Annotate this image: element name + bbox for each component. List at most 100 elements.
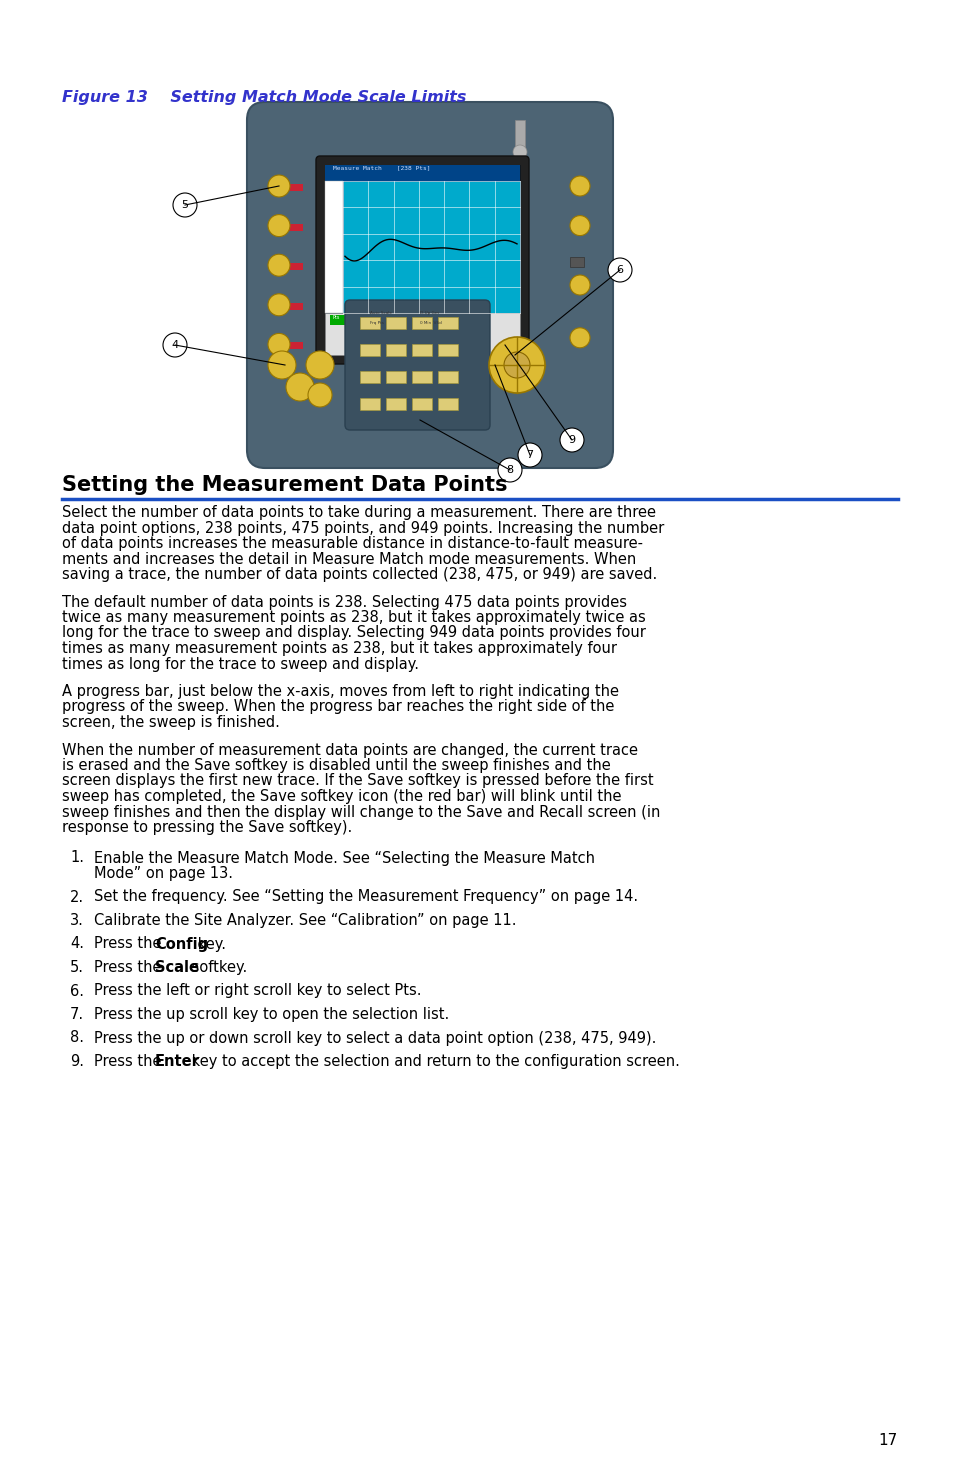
Text: screen, the sweep is finished.: screen, the sweep is finished. <box>62 715 279 730</box>
Text: saving a trace, the number of data points collected (238, 475, or 949) are saved: saving a trace, the number of data point… <box>62 566 657 583</box>
Circle shape <box>268 176 290 198</box>
Circle shape <box>268 254 290 276</box>
Bar <box>437 344 457 355</box>
Text: ments and increases the detail in Measure Match mode measurements. When: ments and increases the detail in Measur… <box>62 552 636 566</box>
Text: data point options, 238 points, 475 points, and 949 points. Increasing the numbe: data point options, 238 points, 475 poin… <box>62 521 663 535</box>
Bar <box>330 316 359 324</box>
Text: progress of the sweep. When the progress bar reaches the right side of the: progress of the sweep. When the progress… <box>62 699 614 714</box>
Bar <box>287 263 303 270</box>
Bar <box>359 372 379 384</box>
Text: 8: 8 <box>506 465 513 475</box>
Text: 5.: 5. <box>70 960 84 975</box>
Text: Calibrate the Site Analyzer. See “Calibration” on page 11.: Calibrate the Site Analyzer. See “Calibr… <box>94 913 516 928</box>
Bar <box>359 317 379 329</box>
Bar <box>343 181 519 313</box>
FancyBboxPatch shape <box>247 102 613 468</box>
Bar <box>325 165 519 355</box>
Bar <box>412 317 432 329</box>
Circle shape <box>513 145 526 159</box>
Text: sweep has completed, the Save softkey icon (the red bar) will blink until the: sweep has completed, the Save softkey ic… <box>62 789 620 804</box>
Bar <box>287 184 303 190</box>
Text: Set the frequency. See “Setting the Measurement Frequency” on page 14.: Set the frequency. See “Setting the Meas… <box>94 889 638 904</box>
FancyBboxPatch shape <box>315 156 529 364</box>
Circle shape <box>559 428 583 451</box>
Bar <box>437 317 457 329</box>
Circle shape <box>607 258 631 282</box>
Circle shape <box>308 384 332 407</box>
Circle shape <box>286 373 314 401</box>
Text: Measure Match    [238 Pts]: Measure Match [238 Pts] <box>333 165 430 170</box>
Text: Pts: Pts <box>333 316 340 320</box>
Text: 4: 4 <box>172 341 178 350</box>
FancyBboxPatch shape <box>345 299 490 431</box>
Text: 8.: 8. <box>70 1031 84 1046</box>
Text: The default number of data points is 238. Selecting 475 data points provides: The default number of data points is 238… <box>62 594 626 609</box>
Text: Press the: Press the <box>94 937 166 951</box>
Circle shape <box>268 294 290 316</box>
Bar <box>386 344 406 355</box>
Circle shape <box>569 274 589 295</box>
Circle shape <box>497 459 521 482</box>
Text: Mode” on page 13.: Mode” on page 13. <box>94 866 233 881</box>
Circle shape <box>569 327 589 348</box>
Text: 17: 17 <box>878 1434 897 1448</box>
Bar <box>287 302 303 310</box>
Text: of data points increases the measurable distance in distance-to-fault measure-: of data points increases the measurable … <box>62 535 642 552</box>
Bar <box>287 224 303 230</box>
Bar <box>515 119 524 150</box>
Text: 7: 7 <box>526 450 533 460</box>
Text: 0 Min  VSd: 0 Min VSd <box>419 322 441 324</box>
Circle shape <box>569 176 589 196</box>
Bar <box>325 313 519 355</box>
Text: Enable the Measure Match Mode. See “Selecting the Measure Match: Enable the Measure Match Mode. See “Sele… <box>94 851 595 866</box>
Text: Figure 13    Setting Match Mode Scale Limits: Figure 13 Setting Match Mode Scale Limit… <box>62 90 466 105</box>
Text: Auto Scale: Auto Scale <box>370 311 392 316</box>
Text: screen displays the first new trace. If the Save softkey is pressed before the f: screen displays the first new trace. If … <box>62 773 653 789</box>
Text: is erased and the Save softkey is disabled until the sweep finishes and the: is erased and the Save softkey is disabl… <box>62 758 610 773</box>
Text: Setting the Measurement Data Points: Setting the Measurement Data Points <box>62 475 507 496</box>
Text: Config: Config <box>154 937 208 951</box>
Circle shape <box>268 214 290 236</box>
Circle shape <box>268 351 295 379</box>
Bar <box>437 372 457 384</box>
Text: D-Up Grn: D-Up Grn <box>419 311 438 316</box>
Text: Press the up scroll key to open the selection list.: Press the up scroll key to open the sele… <box>94 1007 449 1022</box>
Text: 6.: 6. <box>70 984 84 999</box>
Text: 5: 5 <box>181 201 189 209</box>
Text: 1.: 1. <box>70 851 84 866</box>
Text: 3.: 3. <box>70 913 84 928</box>
Text: sweep finishes and then the display will change to the Save and Recall screen (i: sweep finishes and then the display will… <box>62 804 659 820</box>
Text: times as long for the trace to sweep and display.: times as long for the trace to sweep and… <box>62 656 418 671</box>
Bar <box>325 181 343 313</box>
Bar <box>386 317 406 329</box>
Text: 7.: 7. <box>70 1007 84 1022</box>
Bar <box>569 257 583 267</box>
Text: times as many measurement points as 238, but it takes approximately four: times as many measurement points as 238,… <box>62 642 617 656</box>
Text: Press the: Press the <box>94 1055 166 1069</box>
Text: When the number of measurement data points are changed, the current trace: When the number of measurement data poin… <box>62 742 638 758</box>
Text: Press the left or right scroll key to select Pts.: Press the left or right scroll key to se… <box>94 984 421 999</box>
Circle shape <box>503 353 530 378</box>
Bar <box>287 342 303 350</box>
Bar <box>437 398 457 410</box>
Circle shape <box>569 215 589 236</box>
Bar <box>412 372 432 384</box>
Circle shape <box>172 193 196 217</box>
Bar <box>386 398 406 410</box>
Text: key to accept the selection and return to the configuration screen.: key to accept the selection and return t… <box>187 1055 679 1069</box>
Text: Select the number of data points to take during a measurement. There are three: Select the number of data points to take… <box>62 504 656 521</box>
Text: 2.: 2. <box>70 889 84 904</box>
Text: key.: key. <box>193 937 226 951</box>
Text: Press the up or down scroll key to select a data point option (238, 475, 949).: Press the up or down scroll key to selec… <box>94 1031 656 1046</box>
Text: 4.: 4. <box>70 937 84 951</box>
Bar <box>359 398 379 410</box>
Bar <box>325 165 519 181</box>
Text: softkey.: softkey. <box>187 960 247 975</box>
Text: 6: 6 <box>616 266 623 274</box>
Circle shape <box>517 442 541 468</box>
Bar <box>412 398 432 410</box>
Text: 9: 9 <box>568 435 575 445</box>
Circle shape <box>306 351 334 379</box>
Circle shape <box>268 333 290 355</box>
Text: long for the trace to sweep and display. Selecting 949 data points provides four: long for the trace to sweep and display.… <box>62 625 645 640</box>
